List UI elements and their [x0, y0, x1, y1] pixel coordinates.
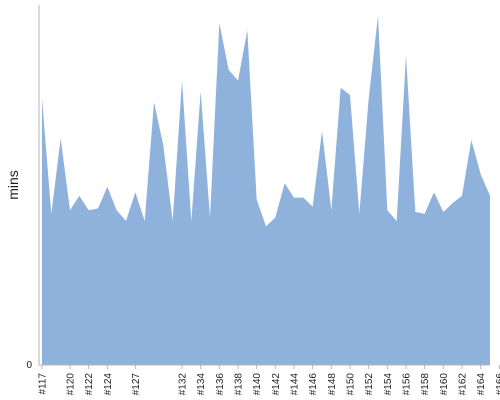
x-tick-label: #154	[383, 373, 394, 396]
x-tick-label: #138	[234, 373, 245, 396]
x-tick-label: #156	[402, 373, 413, 396]
x-tick-label: #160	[439, 373, 450, 396]
x-tick-label: #158	[420, 373, 431, 396]
x-tick-label: #166	[495, 373, 500, 396]
y-axis-ticks: 0	[26, 360, 32, 371]
x-tick-label: #127	[131, 373, 142, 396]
x-tick-label: #164	[476, 373, 487, 396]
x-tick-label: #146	[308, 373, 319, 396]
x-tick-label: #144	[290, 373, 301, 396]
x-tick-label: #136	[215, 373, 226, 396]
y-tick-label: 0	[26, 360, 32, 371]
x-tick-label: #140	[252, 373, 263, 396]
x-tick-label: #134	[196, 373, 207, 396]
x-tick-label: #142	[271, 373, 282, 396]
area-series	[42, 15, 490, 366]
x-tick-label: #152	[364, 373, 375, 396]
x-axis-ticks: #117 #120 #122 #124 #127 #132 #134 #136 #138 #140…	[38, 365, 500, 395]
x-tick-label: #162	[458, 373, 469, 396]
x-tick-label: #124	[103, 373, 114, 396]
y-axis-title: mins	[5, 170, 21, 200]
x-tick-label: #132	[178, 373, 189, 396]
x-tick-label: #120	[66, 373, 77, 396]
x-tick-label: #117	[38, 373, 49, 395]
x-tick-label: #122	[84, 373, 95, 396]
x-tick-label: #150	[346, 373, 357, 396]
x-tick-label: #148	[327, 373, 338, 396]
